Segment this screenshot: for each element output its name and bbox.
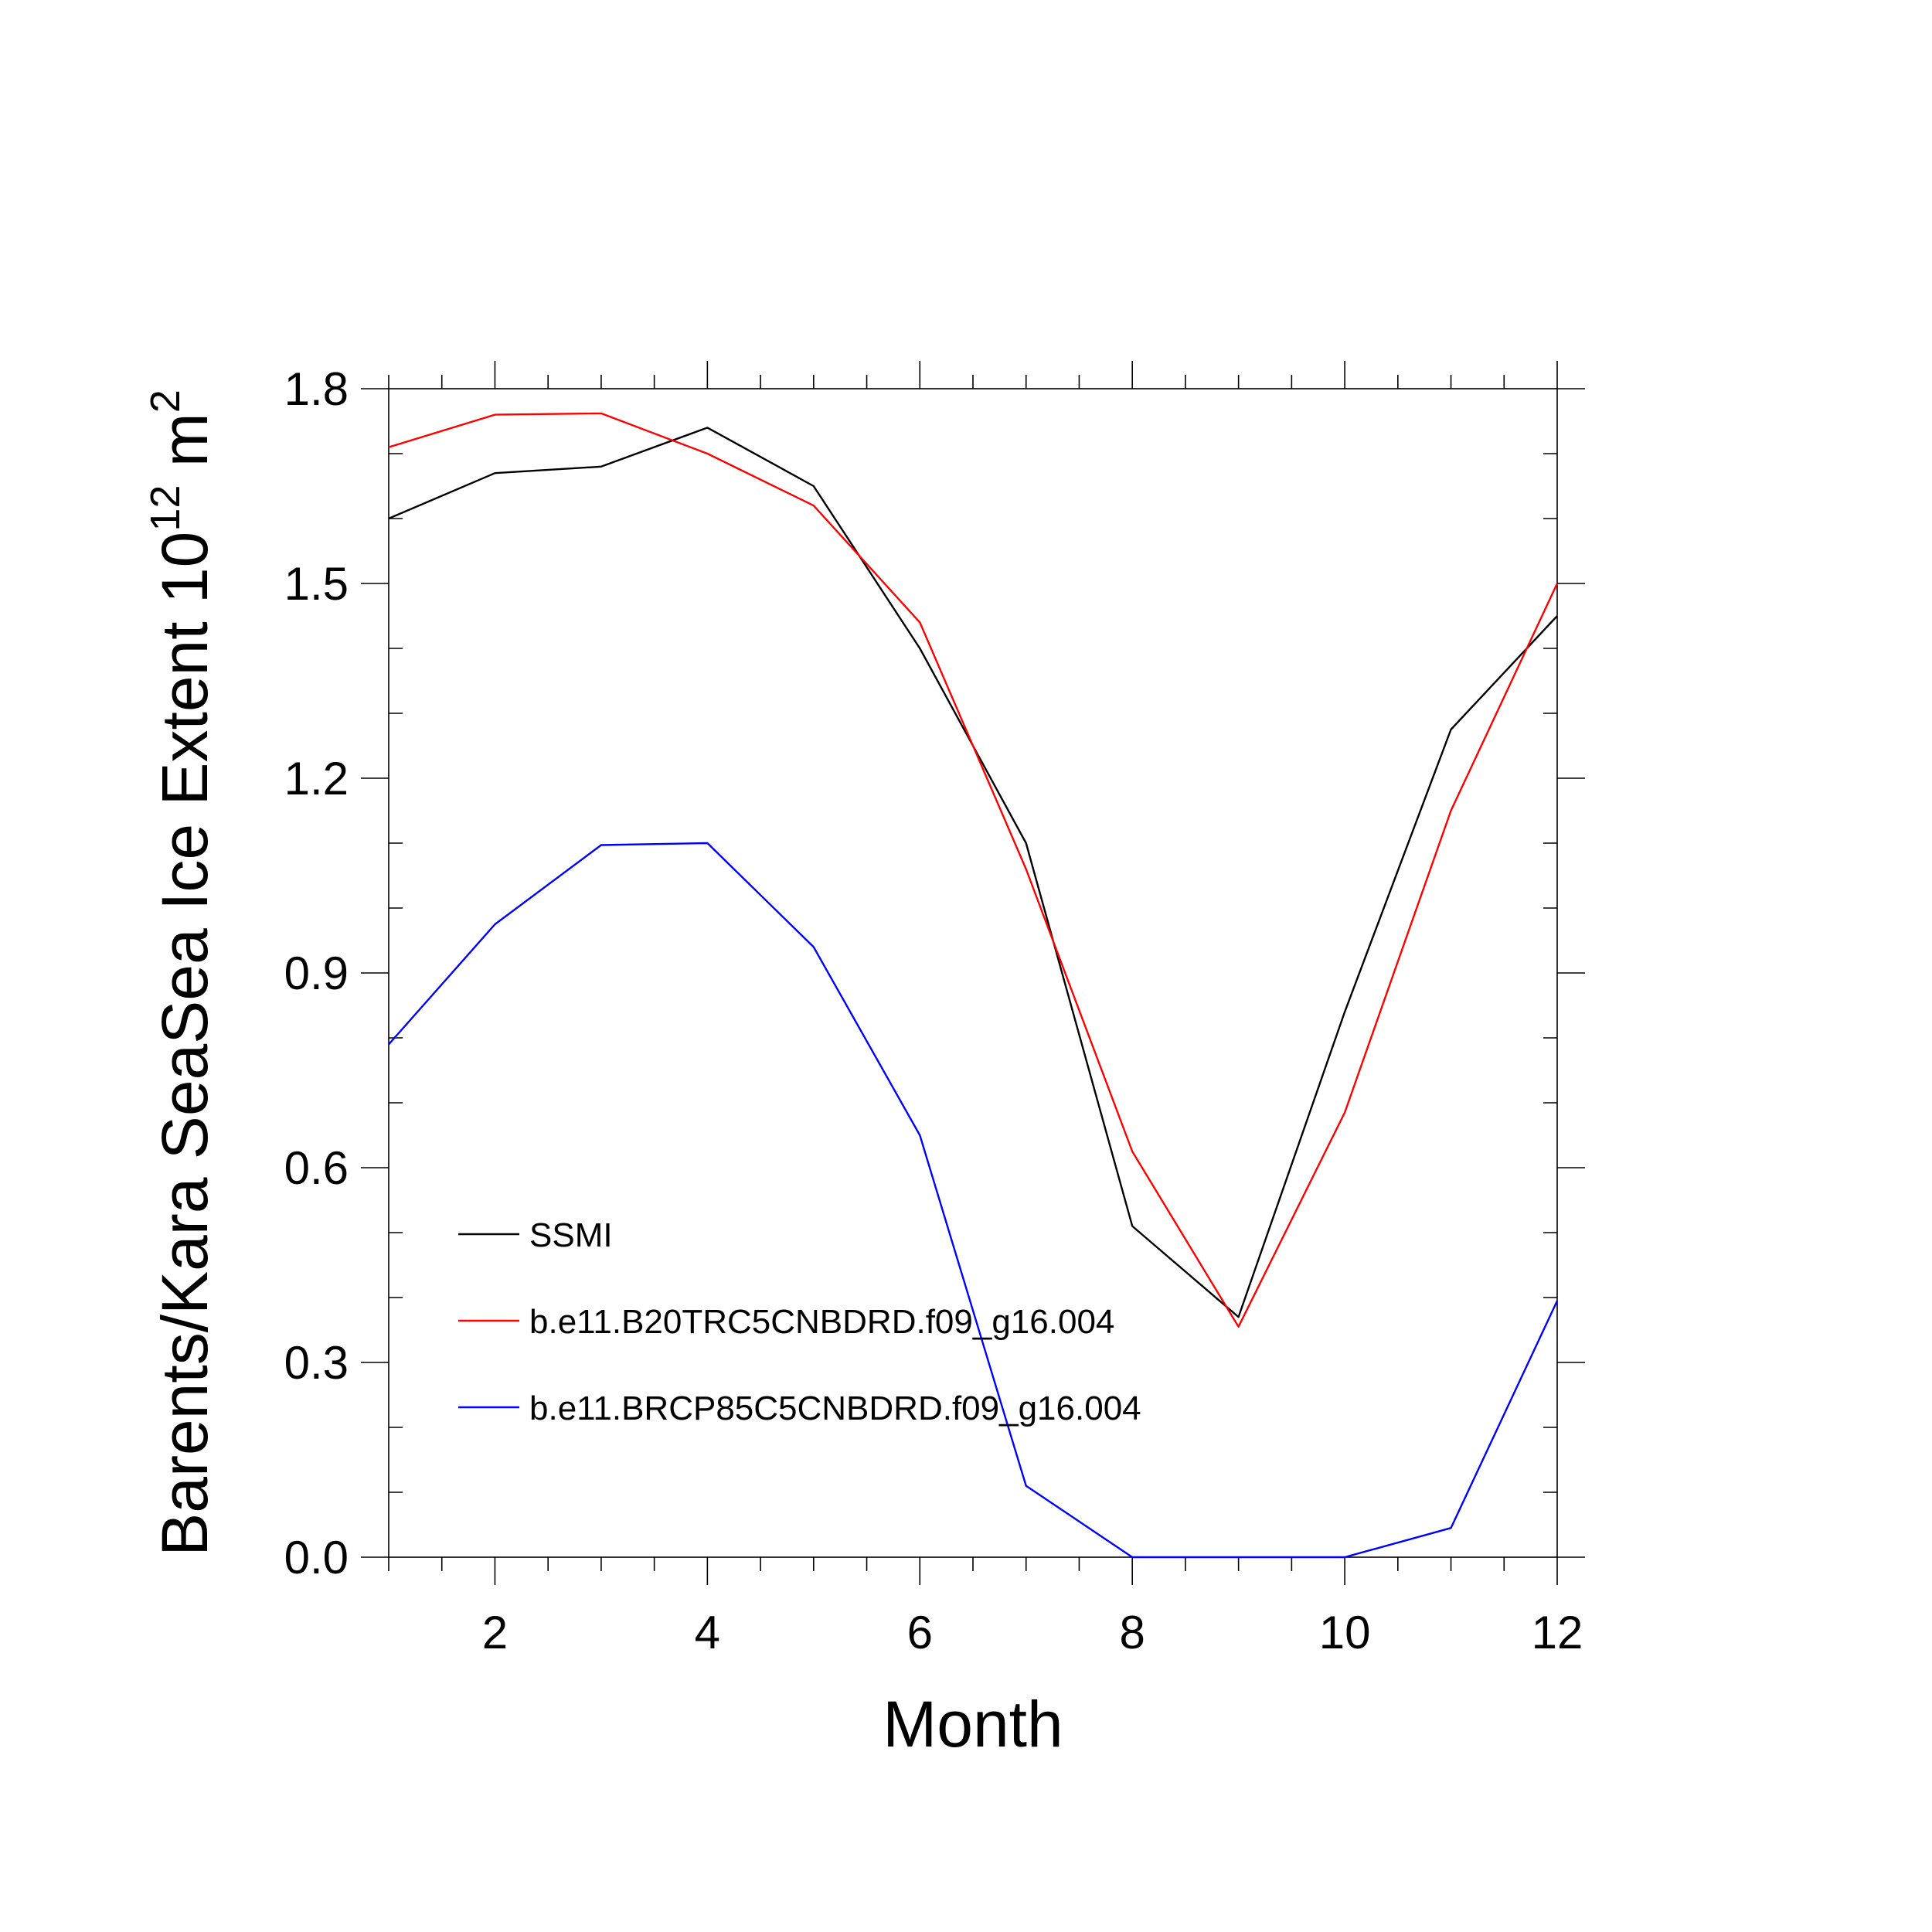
- x-tick-label: 12: [1532, 1607, 1583, 1658]
- legend: SSMI b.e11.B20TRC5CNBDRD.f09_g16.004 b.e11…: [458, 1216, 1141, 1427]
- y-tick-label: 1.2: [284, 753, 349, 804]
- y-axis-title: Barents/Kara SeaSea Ice Extent 1012 m2: [142, 389, 221, 1556]
- y-tick-label: 0.0: [284, 1532, 349, 1583]
- y-tick-label: 0.3: [284, 1337, 349, 1389]
- x-tick-label: 8: [1119, 1607, 1145, 1658]
- legend-label: b.e11.B20TRC5CNBDRD.f09_g16.004: [529, 1303, 1114, 1341]
- y-tick-label: 0.6: [284, 1142, 349, 1194]
- y-tick-label: 0.9: [284, 947, 349, 999]
- y-axis-title-unit-exponent: 2: [142, 389, 189, 413]
- series-line-2: [388, 842, 1559, 1559]
- y-axis-title-unit: m: [148, 413, 221, 485]
- axis-ticks: [361, 361, 1585, 1585]
- y-tick-label: 1.8: [284, 363, 349, 415]
- y-axis-title-exponent: 12: [142, 485, 189, 532]
- x-tick-label: 6: [907, 1607, 933, 1658]
- series-lines: [388, 412, 1559, 1559]
- x-tick-label: 10: [1319, 1607, 1371, 1658]
- x-axis-title: Month: [883, 1688, 1063, 1760]
- axis-tick-labels: 2 4 6 8 10 12 0.0 0.3 0.6 0.9 1.2 1.5 1.8: [284, 363, 1583, 1658]
- y-tick-label: 1.5: [284, 558, 349, 610]
- plot-frame: [388, 388, 1558, 1558]
- legend-label: b.e11.BRCP85C5CNBDRD.f09_g16.004: [529, 1389, 1141, 1427]
- y-axis-title-text: Barents/Kara SeaSea Ice Extent 10: [148, 532, 221, 1556]
- series-line-1: [388, 412, 1559, 1328]
- x-tick-label: 4: [695, 1607, 720, 1658]
- x-tick-label: 2: [482, 1607, 508, 1658]
- legend-label: SSMI: [529, 1216, 613, 1254]
